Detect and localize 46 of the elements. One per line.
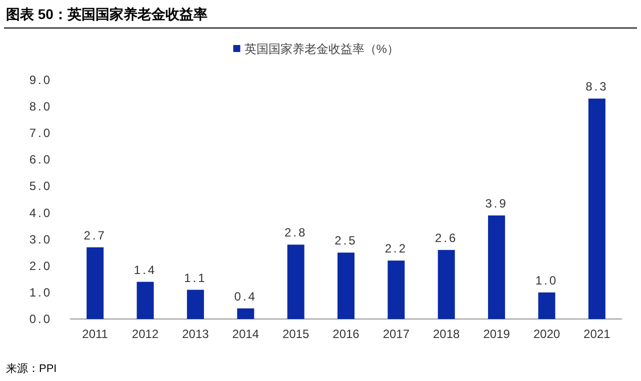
text: 3.9 bbox=[485, 196, 508, 210]
bar bbox=[136, 282, 154, 319]
bar bbox=[186, 290, 204, 319]
x-tick-label: 2017 bbox=[382, 327, 410, 341]
x-tick-label: 2020 bbox=[533, 327, 560, 341]
text: 2.6 bbox=[435, 230, 458, 245]
text: 2.5 bbox=[334, 234, 358, 248]
bar bbox=[438, 250, 455, 319]
text: 0.4 bbox=[234, 289, 257, 304]
x-tick-label: 2012 bbox=[132, 327, 159, 341]
x-tick-label: 2019 bbox=[483, 327, 510, 341]
x-tick-label: 2021 bbox=[584, 327, 611, 341]
text: 1.0 bbox=[535, 273, 558, 288]
y-tick-label: 4.0 bbox=[29, 206, 52, 220]
x-tick-label: 2018 bbox=[433, 327, 460, 341]
text: 2.7 bbox=[84, 228, 106, 242]
bar bbox=[287, 244, 304, 319]
bar bbox=[488, 215, 506, 319]
y-tick-label: 6.0 bbox=[29, 152, 52, 167]
bar bbox=[338, 252, 354, 319]
bar bbox=[388, 260, 405, 319]
y-tick-label: 5.0 bbox=[29, 179, 52, 194]
text: 1.4 bbox=[134, 262, 157, 277]
y-tick-label: 3.0 bbox=[29, 232, 52, 246]
y-tick-label: 9.0 bbox=[29, 73, 52, 87]
text: 2.2 bbox=[384, 242, 408, 256]
y-tick-label: 7.0 bbox=[29, 126, 52, 140]
x-tick-label: 2016 bbox=[332, 327, 360, 341]
text: 8.3 bbox=[586, 80, 608, 94]
x-tick-label: 2015 bbox=[282, 327, 310, 341]
text: 2.8 bbox=[284, 226, 308, 240]
y-tick-label: 8.0 bbox=[29, 100, 52, 114]
bar bbox=[237, 308, 254, 319]
chart-title: 图表 50：英国国家养老金收益率 bbox=[6, 6, 208, 22]
bar bbox=[588, 98, 606, 319]
text: 1.1 bbox=[184, 270, 207, 285]
y-tick-label: 0.0 bbox=[29, 312, 52, 326]
x-tick-label: 2011 bbox=[82, 327, 108, 341]
legend-label: 英国国家养老金收益率（%） bbox=[244, 42, 399, 56]
y-tick-label: 2.0 bbox=[29, 258, 52, 273]
x-tick-label: 2013 bbox=[182, 327, 210, 341]
bar bbox=[86, 247, 104, 319]
bar bbox=[538, 292, 556, 319]
y-tick-label: 1.0 bbox=[29, 285, 52, 300]
source-note: 来源：PPI bbox=[6, 362, 57, 375]
x-tick-label: 2014 bbox=[232, 327, 260, 341]
